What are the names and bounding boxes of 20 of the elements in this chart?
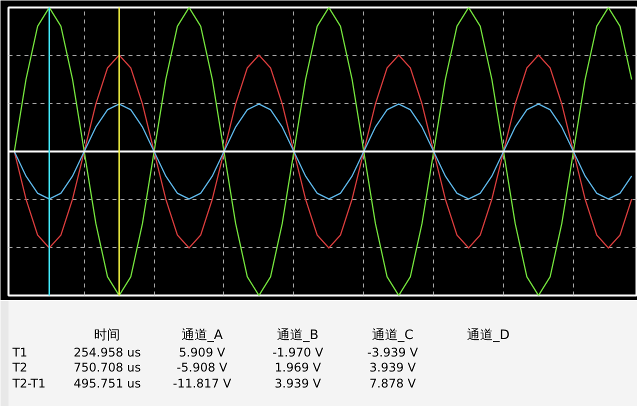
text: 3.939 V — [274, 376, 322, 390]
text: 495.751 us — [74, 376, 141, 390]
text: 1.969 V — [274, 360, 322, 374]
text: 时间 — [94, 328, 120, 343]
text: 通道_A — [181, 328, 223, 343]
text: 254.958 us — [74, 346, 141, 360]
text: -11.817 V — [172, 376, 232, 390]
text: 3.939 V — [369, 360, 417, 374]
text: T2-T1 — [11, 376, 46, 390]
text: T1 — [11, 346, 28, 360]
text: 通道_B — [277, 328, 319, 343]
text: 7.878 V — [369, 376, 417, 390]
text: -1.970 V — [272, 346, 324, 360]
text: 通道_C — [372, 328, 414, 343]
text: 750.708 us — [74, 360, 141, 374]
text: T2 — [11, 360, 28, 374]
text: -3.939 V — [367, 346, 419, 360]
text: 通道_D — [467, 328, 510, 343]
text: 5.909 V — [178, 346, 226, 360]
text: -5.908 V — [176, 360, 228, 374]
